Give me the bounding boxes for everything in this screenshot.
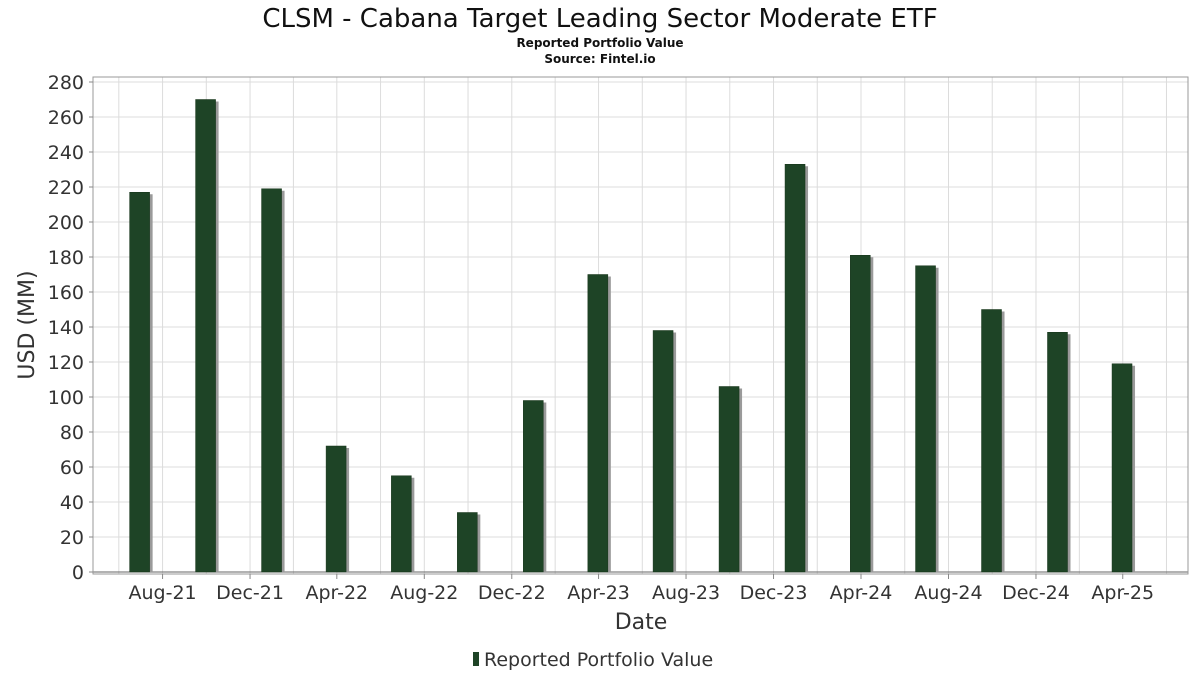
y-tick-label: 20 xyxy=(60,527,84,549)
bar xyxy=(652,330,674,573)
bar xyxy=(1047,332,1068,573)
y-tick-label: 60 xyxy=(60,457,84,479)
x-tick-label: Apr-25 xyxy=(1091,582,1154,604)
x-tick-label: Aug-24 xyxy=(914,582,982,604)
legend: Reported Portfolio Value xyxy=(473,649,713,671)
bar xyxy=(981,309,1002,573)
y-tick-label: 160 xyxy=(48,282,84,304)
x-tick-label: Aug-22 xyxy=(390,582,458,604)
y-tick-label: 240 xyxy=(48,142,84,164)
x-axis-ticks: Aug-21 Dec-21 Apr-22 Aug-22 Dec-22 Apr-23 Aug-… xyxy=(128,574,1154,604)
chart-subtitle: Reported Portfolio Value xyxy=(516,36,683,50)
y-tick-label: 80 xyxy=(60,422,84,444)
y-tick-label: 120 xyxy=(48,352,84,374)
bar xyxy=(915,265,936,573)
bar xyxy=(129,192,150,573)
bar xyxy=(195,99,216,573)
bar xyxy=(587,274,609,573)
x-tick-label: Dec-23 xyxy=(740,582,808,604)
bar xyxy=(261,188,282,573)
bar xyxy=(1111,363,1133,573)
y-tick-label: 100 xyxy=(48,387,84,409)
y-tick-label: 140 xyxy=(48,317,84,339)
y-axis-ticks: 0 20 40 60 80 100 120 140 160 180 200 220 240 260 280 xyxy=(48,72,93,584)
bar xyxy=(457,512,478,573)
chart-source: Source: Fintel.io xyxy=(544,52,655,66)
y-tick-label: 280 xyxy=(48,72,84,94)
legend-swatch xyxy=(473,652,479,666)
y-tick-label: 0 xyxy=(72,562,84,584)
bars xyxy=(129,99,1136,573)
x-tick-label: Dec-24 xyxy=(1002,582,1070,604)
y-tick-label: 200 xyxy=(48,212,84,234)
y-tick-label: 40 xyxy=(60,492,84,514)
x-tick-label: Dec-22 xyxy=(478,582,546,604)
y-tick-label: 260 xyxy=(48,107,84,129)
bar xyxy=(523,400,544,573)
x-tick-label: Aug-21 xyxy=(128,582,196,604)
x-tick-label: Dec-21 xyxy=(216,582,284,604)
x-axis-title: Date xyxy=(615,610,668,635)
bar xyxy=(718,386,740,573)
x-tick-label: Apr-23 xyxy=(567,582,630,604)
gridlines xyxy=(93,77,1188,574)
plot-area xyxy=(92,76,1189,575)
x-tick-label: Aug-23 xyxy=(652,582,720,604)
bar xyxy=(784,164,806,573)
bar xyxy=(325,445,347,573)
bar xyxy=(391,475,412,573)
legend-label: Reported Portfolio Value xyxy=(484,649,713,671)
bar xyxy=(850,255,871,573)
y-tick-label: 180 xyxy=(48,247,84,269)
y-tick-label: 220 xyxy=(48,177,84,199)
y-axis-title: USD (MM) xyxy=(15,270,40,379)
x-tick-label: Apr-22 xyxy=(305,582,368,604)
x-tick-label: Apr-24 xyxy=(830,582,893,604)
chart-title: CLSM - Cabana Target Leading Sector Mode… xyxy=(262,4,937,34)
